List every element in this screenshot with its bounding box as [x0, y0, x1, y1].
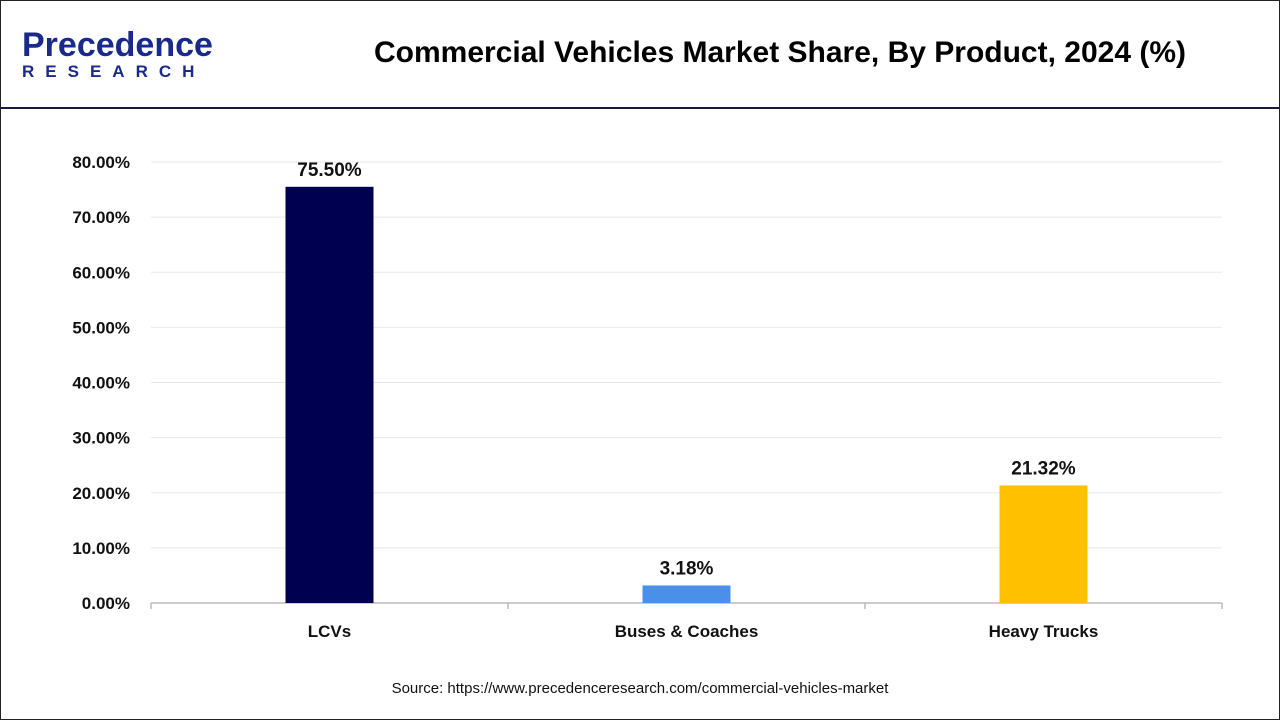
bar-heavy-trucks — [999, 485, 1088, 603]
source-note: Source: https://www.precedenceresearch.c… — [391, 680, 889, 697]
y-tick-label: 0.00% — [82, 594, 130, 613]
bar-lcvs — [285, 186, 374, 603]
x-tick-label: Heavy Trucks — [989, 622, 1099, 641]
chart-title: Commercial Vehicles Market Share, By Pro… — [373, 36, 1186, 69]
precedence-research-logo: Precedence RESEARCH — [22, 28, 213, 82]
header: Precedence RESEARCH Commercial Vehicles … — [0, 0, 1280, 109]
y-tick-label: 70.00% — [72, 208, 130, 227]
y-tick-label: 30.00% — [72, 429, 130, 448]
y-tick-label: 10.00% — [72, 539, 130, 558]
data-label: 75.50% — [297, 160, 362, 181]
x-tick-label: LCVs — [308, 622, 351, 641]
y-tick-label: 50.00% — [72, 318, 130, 337]
logo-line2: RESEARCH — [22, 62, 206, 81]
logo-line1: Precedence — [22, 26, 213, 64]
data-label: 21.32% — [1011, 458, 1076, 479]
y-tick-label: 80.00% — [72, 153, 130, 172]
data-label: 3.18% — [660, 558, 714, 579]
y-tick-label: 60.00% — [72, 263, 130, 282]
x-tick-label: Buses & Coaches — [615, 622, 759, 641]
bar-buses-coaches — [642, 585, 731, 603]
y-tick-label: 40.00% — [72, 374, 130, 393]
y-tick-label: 20.00% — [72, 484, 130, 503]
